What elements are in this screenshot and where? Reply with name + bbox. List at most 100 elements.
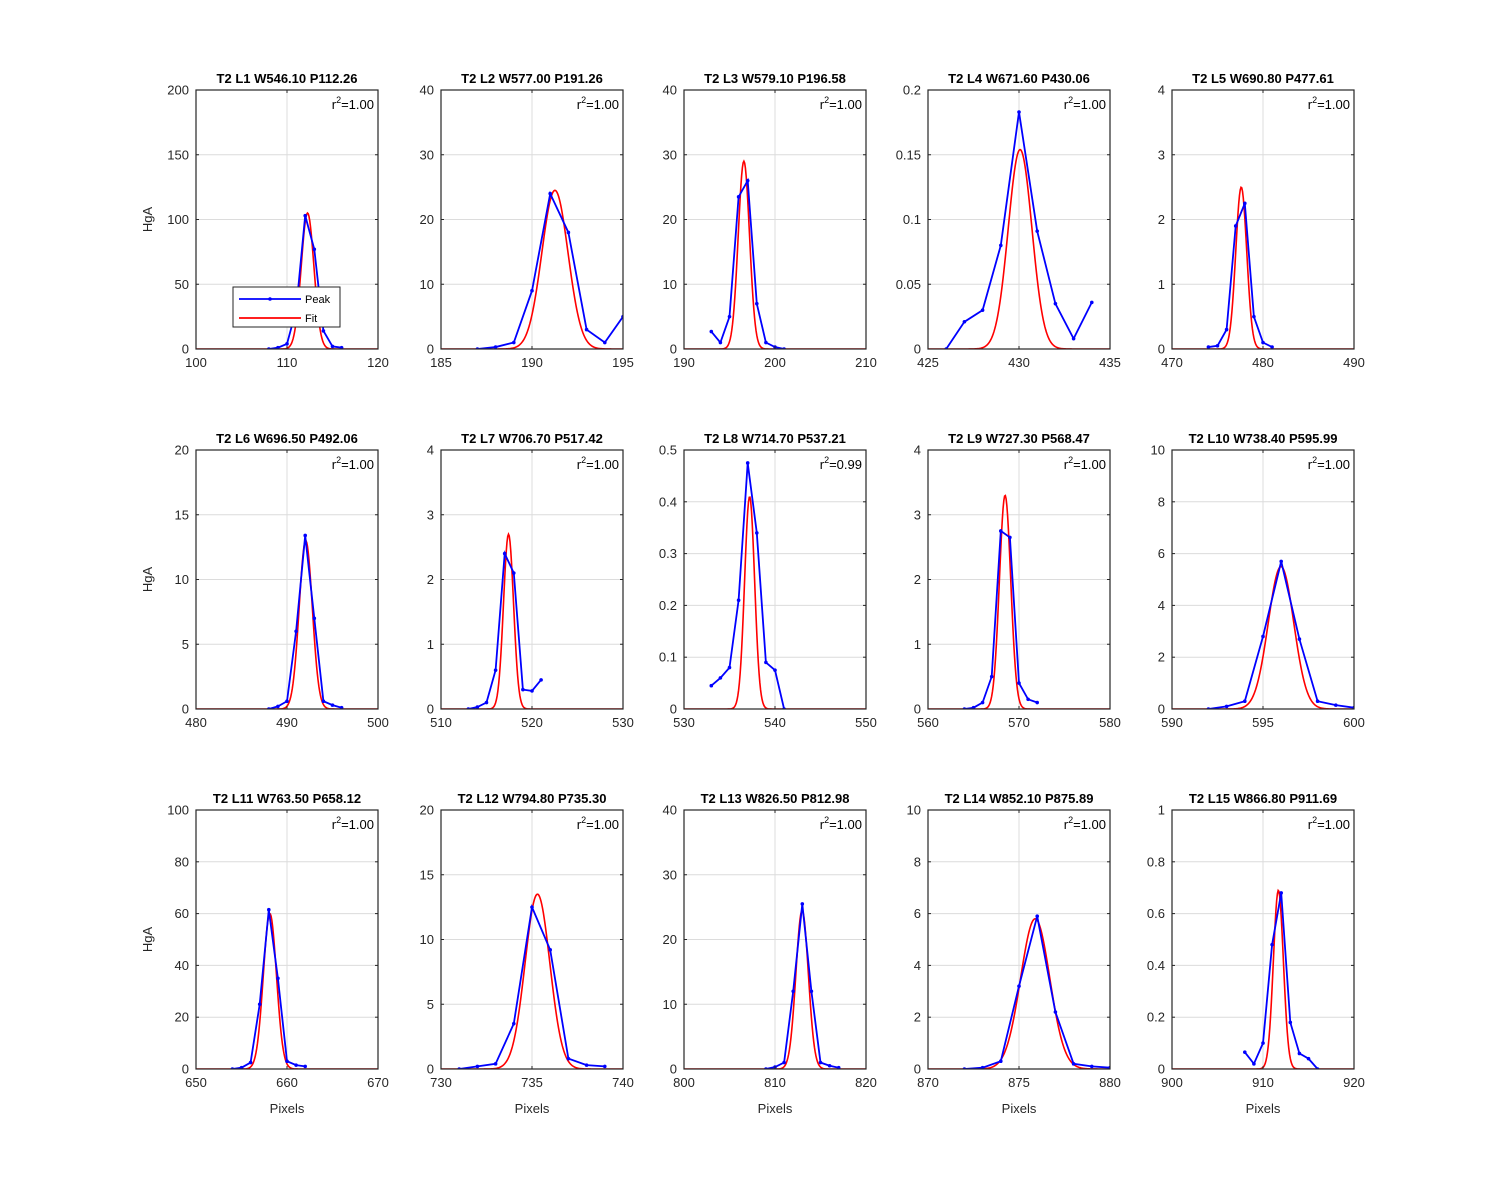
x-tick-label: 480: [185, 715, 207, 730]
subplot-title: T2 L10 W738.40 P595.99: [1189, 431, 1338, 446]
peak-point: [584, 327, 589, 332]
subplot-1: 100 110 120 0 50 100 150 200 T2 L1 W546.10 P112.…: [140, 71, 389, 370]
x-tick-label: 120: [367, 355, 389, 370]
y-tick-label: 40: [663, 803, 677, 818]
x-tick-label: 730: [430, 1075, 452, 1090]
peak-point: [312, 247, 317, 252]
y-tick-label: 0: [914, 342, 921, 357]
y-tick-label: 4: [1158, 83, 1165, 98]
peak-point: [980, 308, 985, 312]
peak-point: [773, 668, 777, 672]
peak-point: [1261, 340, 1265, 345]
peak-point: [800, 902, 805, 906]
y-tick-label: 15: [420, 867, 434, 882]
y-tick-label: 100: [167, 803, 189, 818]
peak-point: [962, 320, 967, 324]
x-tick-label: 820: [855, 1075, 877, 1090]
y-tick-label: 0.4: [659, 494, 677, 509]
peak-point: [521, 687, 525, 692]
peak-point: [330, 703, 335, 707]
x-tick-label: 595: [1252, 715, 1274, 730]
x-tick-label: 490: [1343, 355, 1365, 370]
y-tick-label: 0: [427, 702, 434, 717]
x-tick-label: 650: [185, 1075, 207, 1090]
peak-point: [1035, 229, 1039, 233]
peak-point: [709, 683, 714, 688]
x-tick-label: 920: [1343, 1075, 1365, 1090]
y-tick-label: 0.6: [1147, 906, 1165, 921]
x-tick-label: 600: [1343, 715, 1365, 730]
x-tick-label: 195: [612, 355, 634, 370]
subplot-12: 730 735 740 0 5 10 15 20 T2 L12 W794.80 P735.30 r…: [420, 791, 634, 1116]
peak-point: [1233, 224, 1238, 228]
y-tick-label: 10: [663, 997, 677, 1012]
peak-point: [1252, 1062, 1256, 1066]
y-tick-label: 2: [1158, 212, 1165, 227]
peak-point: [1215, 343, 1220, 348]
peak-point: [1071, 336, 1076, 341]
peak-point: [999, 1059, 1003, 1064]
x-tick-label: 875: [1008, 1075, 1030, 1090]
y-tick-label: 2: [914, 1010, 921, 1025]
peak-point: [718, 676, 723, 680]
legend-marker: [268, 297, 272, 301]
r-squared-label: r2=1.00: [1064, 815, 1106, 832]
fit-curve: [441, 189, 623, 349]
peak-point: [267, 907, 271, 912]
peak-point: [1261, 1041, 1265, 1045]
x-tick-label: 520: [521, 715, 543, 730]
y-tick-label: 2: [914, 572, 921, 587]
y-tick-label: 10: [1151, 443, 1165, 458]
peak-point: [530, 288, 534, 293]
fit-curve: [196, 912, 378, 1069]
x-axis-label: Pixels: [1002, 1101, 1037, 1116]
subplot-5: 470 480 490 0 1 2 3 4 T2 L5 W690.80 P477.61 r2=1.…: [1158, 71, 1365, 370]
y-tick-label: 0: [182, 702, 189, 717]
x-tick-label: 740: [612, 1075, 634, 1090]
peak-point: [1026, 697, 1030, 702]
peak-point: [1334, 703, 1338, 707]
y-tick-label: 10: [175, 572, 189, 587]
peak-point: [493, 1062, 498, 1066]
subplot-13: 800 810 820 0 10 20 30 40 T2 L13 W826.50 P812.98…: [663, 791, 877, 1116]
peak-point: [827, 1063, 832, 1068]
r-squared-label: r2=1.00: [332, 455, 374, 472]
x-tick-label: 580: [1099, 715, 1121, 730]
y-tick-label: 0: [427, 1062, 434, 1077]
y-tick-label: 1: [1158, 277, 1165, 292]
y-tick-label: 2: [1158, 650, 1165, 665]
subplot-9: 560 570 580 0 1 2 3 4 T2 L9 W727.30 P568.47 r2=1.…: [914, 431, 1121, 730]
peak-point: [1243, 201, 1247, 206]
peak-point: [330, 344, 335, 349]
r-squared-label: r2=1.00: [332, 95, 374, 112]
peak-point: [727, 665, 732, 670]
y-tick-label: 5: [427, 997, 434, 1012]
x-tick-label: 800: [673, 1075, 695, 1090]
peak-point: [782, 1060, 786, 1065]
y-tick-label: 0: [914, 1062, 921, 1077]
peak-point: [1035, 700, 1039, 705]
r-squared-label: r2=1.00: [820, 95, 862, 112]
peak-point: [285, 342, 289, 346]
x-tick-label: 470: [1161, 355, 1183, 370]
x-tick-label: 430: [1008, 355, 1030, 370]
subplot-14: 870 875 880 0 2 4 6 8 10 T2 L14 W852.10 P875.89 r2…: [907, 791, 1121, 1116]
subplot-title: T2 L15 W866.80 P911.69: [1189, 791, 1337, 806]
peak-point: [530, 905, 534, 909]
legend: Peak Fit: [232, 286, 341, 328]
y-tick-label: 8: [914, 854, 921, 869]
subplot-title: T2 L7 W706.70 P517.42: [461, 431, 603, 446]
y-tick-label: 3: [914, 507, 921, 522]
x-tick-label: 660: [276, 1075, 298, 1090]
y-tick-label: 0.2: [903, 83, 921, 98]
r-squared-label: r2=1.00: [332, 815, 374, 832]
y-tick-label: 0.2: [659, 598, 677, 613]
y-tick-label: 0.1: [903, 212, 921, 227]
peak-point: [321, 329, 326, 333]
peak-point: [736, 195, 741, 199]
x-tick-label: 670: [367, 1075, 389, 1090]
x-tick-label: 500: [367, 715, 389, 730]
y-tick-label: 3: [1158, 147, 1165, 162]
x-tick-label: 110: [277, 355, 298, 370]
